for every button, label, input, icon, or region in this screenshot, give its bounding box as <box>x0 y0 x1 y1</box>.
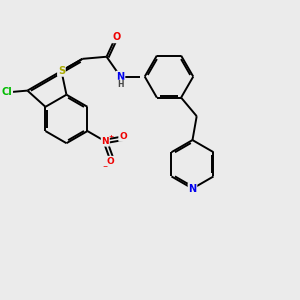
Text: +: + <box>108 134 113 139</box>
Text: N: N <box>101 137 109 146</box>
Text: O: O <box>119 132 127 141</box>
Text: O: O <box>112 32 120 43</box>
Text: −: − <box>103 163 108 168</box>
Text: N: N <box>188 184 196 194</box>
Text: S: S <box>58 66 65 76</box>
Text: O: O <box>106 157 114 166</box>
Text: H: H <box>117 80 124 89</box>
Text: Cl: Cl <box>2 87 12 97</box>
Text: N: N <box>116 72 124 82</box>
